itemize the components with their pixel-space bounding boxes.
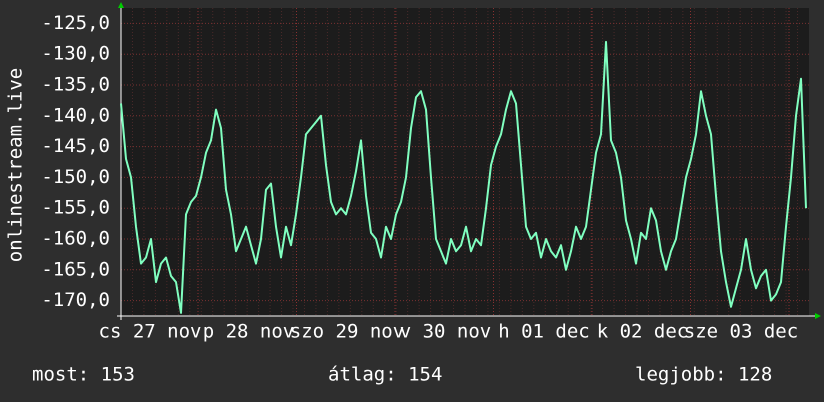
footer-average: átlag: 154 — [328, 364, 442, 386]
y-tick-label: -150,0 — [41, 166, 110, 188]
footer-current: most: 153 — [32, 364, 135, 386]
footer-best: legjobb: 128 — [635, 364, 772, 386]
x-tick-label: h 01 dec — [498, 321, 590, 343]
x-tick-label: k 02 dec — [597, 321, 689, 343]
y-tick-label: -170,0 — [41, 289, 110, 311]
axis-arrow — [815, 313, 821, 319]
data-line — [120, 40, 807, 314]
y-tick-label: -140,0 — [41, 104, 110, 126]
y-axis-label: onlinestream.live — [5, 68, 27, 262]
x-tick-label: cs 27 nov — [99, 321, 202, 343]
x-tick-label: sze 03 dec — [684, 321, 798, 343]
y-tick-label: -160,0 — [41, 228, 110, 250]
axis-arrow — [118, 2, 124, 8]
y-tick-label: -130,0 — [41, 43, 110, 65]
y-tick-label: -125,0 — [41, 12, 110, 34]
y-tick-label: -135,0 — [41, 74, 110, 96]
x-tick-label: p 28 nov — [203, 321, 295, 343]
x-tick-label: v 30 nov — [400, 321, 492, 343]
y-tick-label: -155,0 — [41, 197, 110, 219]
y-tick-label: -145,0 — [41, 135, 110, 157]
y-tick-label: -165,0 — [41, 258, 110, 280]
x-tick-label: szo 29 nov — [290, 321, 404, 343]
